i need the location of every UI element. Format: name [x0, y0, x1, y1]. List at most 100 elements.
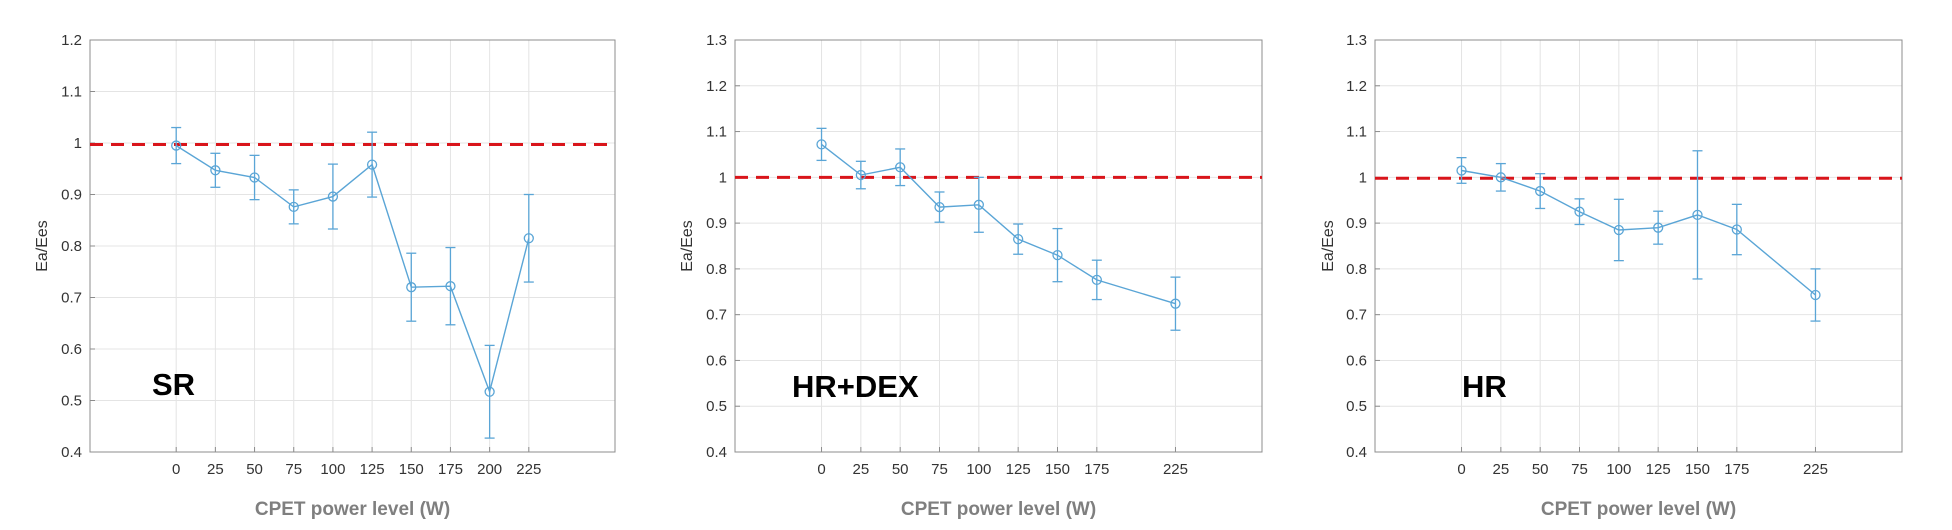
data-point: [1456, 165, 1467, 176]
data-point: [816, 139, 827, 150]
data-point: [327, 191, 339, 202]
data-point: [1574, 206, 1585, 217]
data-point: [1731, 224, 1742, 235]
y-tick-label: 1.3: [706, 32, 727, 49]
x-tick-label: 125: [1006, 461, 1031, 478]
y-tick-label: 1: [719, 169, 727, 186]
y-tick-label: 0.6: [61, 341, 82, 358]
y-tick-label: 0.6: [706, 352, 727, 369]
x-tick-label: 125: [360, 461, 385, 478]
x-axis-label: CPET power level (W): [255, 499, 450, 520]
data-point: [1810, 289, 1821, 301]
x-tick-label: 150: [399, 461, 424, 478]
x-tick-label: 75: [285, 461, 302, 478]
x-tick-label: 175: [1724, 461, 1749, 478]
series-line: [175, 145, 530, 395]
y-tick-label: 1.2: [61, 32, 82, 49]
data-point: [288, 201, 299, 213]
x-tick-label: 0: [817, 461, 825, 478]
x-tick-label: 225: [1163, 461, 1188, 478]
x-tick-label: 150: [1685, 461, 1710, 478]
y-tick-label: 0.8: [706, 261, 727, 278]
panel-label: SR: [152, 367, 195, 402]
y-tick-label: 1.1: [61, 84, 82, 101]
y-tick-label: 0.5: [706, 398, 727, 415]
x-tick-label: 0: [1457, 461, 1465, 478]
y-tick-label: 0.7: [706, 307, 727, 324]
axes-box: [1374, 39, 1903, 453]
chart-panel-sr: 0.4 0.5 0.6 0.7 0.8 0.9 1 1.1 1.2 0 25 50 75 100 125 15…: [34, 32, 616, 520]
data-point: [210, 165, 221, 176]
y-tick-label: 0.9: [706, 215, 727, 232]
y-tick-label: 0.5: [61, 393, 82, 410]
series-line: [1461, 169, 1816, 296]
data-point: [1495, 172, 1507, 183]
y-tick-label: 1.1: [1346, 124, 1367, 141]
y-tick-label: 0.4: [1346, 444, 1367, 461]
y-tick-label: 1.1: [706, 124, 727, 141]
y-axis-label: Ea/Ees: [34, 220, 51, 272]
data-point: [484, 386, 495, 397]
y-tick-label: 0.8: [1346, 261, 1367, 278]
data-point: [1091, 274, 1102, 286]
chart-panel-hr-dex: 0.4 0.5 0.6 0.7 0.8 0.9 1 1.1 1.2 1.3 0 25 50 75 100 12…: [679, 32, 1263, 520]
data-point: [1613, 224, 1624, 236]
x-tick-label: 75: [1571, 461, 1588, 478]
y-tick-label: 0.6: [1346, 352, 1367, 369]
chart-panel-hr: 0.4 0.5 0.6 0.7 0.8 0.9 1 1.1 1.2 1.3 0 25 50 75 100 12…: [1320, 32, 1903, 520]
data-point: [1535, 185, 1546, 197]
data-point: [973, 199, 984, 210]
x-tick-label: 175: [438, 461, 463, 478]
x-tick-label: 200: [477, 461, 502, 478]
y-tick-label: 0.8: [61, 238, 82, 255]
series-line: [821, 143, 1176, 305]
y-axis-label: Ea/Ees: [1320, 220, 1337, 272]
data-point: [366, 159, 378, 170]
data-point: [445, 281, 456, 292]
x-tick-label: 225: [1803, 461, 1828, 478]
x-tick-label: 0: [172, 461, 180, 478]
x-tick-label: 225: [516, 461, 541, 478]
x-tick-label: 50: [1532, 461, 1549, 478]
data-point: [171, 140, 182, 151]
x-tick-label: 100: [320, 461, 345, 478]
x-tick-label: 75: [931, 461, 948, 478]
data-point: [855, 169, 867, 181]
data-point: [406, 282, 417, 293]
y-tick-label: 1: [74, 135, 82, 152]
data-point: [1013, 233, 1024, 245]
data-point: [1692, 209, 1703, 221]
x-tick-label: 150: [1045, 461, 1070, 478]
data-point: [249, 172, 260, 183]
x-tick-label: 175: [1084, 461, 1109, 478]
data-point: [1052, 250, 1063, 261]
y-tick-label: 0.4: [706, 444, 727, 461]
y-tick-label: 0.9: [1346, 215, 1367, 232]
data-point: [1170, 298, 1181, 309]
axes-box: [734, 39, 1263, 453]
y-tick-label: 1.2: [706, 78, 727, 95]
y-tick-label: 0.5: [1346, 398, 1367, 415]
data-point: [934, 201, 945, 213]
panel-label: HR+DEX: [792, 369, 919, 404]
y-axis-label: Ea/Ees: [679, 220, 696, 272]
y-tick-label: 1: [1359, 169, 1367, 186]
x-axis-label: CPET power level (W): [1541, 499, 1736, 520]
y-tick-label: 0.4: [61, 444, 82, 461]
data-point: [1653, 222, 1664, 233]
x-tick-label: 100: [966, 461, 991, 478]
x-tick-label: 25: [1493, 461, 1510, 478]
x-tick-label: 50: [246, 461, 263, 478]
y-tick-label: 0.9: [61, 187, 82, 204]
panel-label: HR: [1462, 369, 1507, 404]
y-tick-label: 1.3: [1346, 32, 1367, 49]
y-tick-label: 1.2: [1346, 78, 1367, 95]
y-tick-label: 0.7: [61, 290, 82, 307]
x-tick-label: 100: [1606, 461, 1631, 478]
x-tick-label: 50: [892, 461, 909, 478]
data-point: [523, 233, 534, 244]
x-tick-label: 125: [1646, 461, 1671, 478]
x-tick-label: 25: [853, 461, 870, 478]
y-tick-label: 0.7: [1346, 307, 1367, 324]
